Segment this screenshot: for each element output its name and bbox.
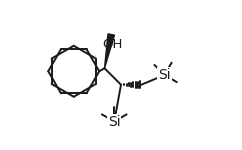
Text: Si: Si bbox=[158, 68, 171, 82]
Polygon shape bbox=[105, 34, 114, 68]
Text: Si: Si bbox=[108, 114, 121, 129]
Text: OH: OH bbox=[102, 38, 122, 51]
